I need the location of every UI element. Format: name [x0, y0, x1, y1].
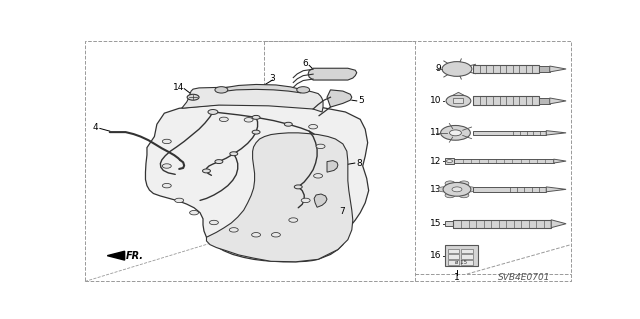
- Bar: [454, 159, 554, 163]
- Circle shape: [230, 152, 237, 156]
- Circle shape: [252, 115, 260, 119]
- Text: 14: 14: [173, 83, 184, 92]
- Text: SVB4E0701: SVB4E0701: [498, 272, 550, 282]
- Text: 5: 5: [359, 96, 365, 105]
- Bar: [454, 220, 551, 228]
- Bar: [539, 66, 550, 72]
- Bar: [447, 260, 460, 264]
- Circle shape: [466, 187, 476, 192]
- Polygon shape: [308, 68, 356, 80]
- Circle shape: [208, 109, 218, 115]
- Circle shape: [445, 193, 455, 198]
- Circle shape: [229, 228, 238, 232]
- Polygon shape: [182, 87, 323, 112]
- Circle shape: [189, 211, 198, 215]
- Bar: [445, 158, 454, 164]
- Bar: [445, 221, 454, 226]
- Polygon shape: [551, 220, 566, 228]
- Circle shape: [308, 124, 317, 129]
- Circle shape: [163, 183, 172, 188]
- Text: 3: 3: [269, 74, 275, 83]
- Circle shape: [438, 187, 448, 192]
- Text: ø 15: ø 15: [456, 259, 467, 264]
- Circle shape: [446, 95, 471, 107]
- Polygon shape: [327, 90, 352, 107]
- Circle shape: [252, 233, 260, 237]
- Circle shape: [252, 130, 260, 134]
- Text: 11: 11: [429, 128, 441, 137]
- Circle shape: [244, 118, 253, 122]
- Polygon shape: [550, 66, 566, 72]
- Text: 6: 6: [303, 59, 308, 68]
- Polygon shape: [314, 194, 327, 207]
- Text: 7: 7: [339, 207, 345, 216]
- Circle shape: [443, 182, 471, 196]
- Bar: [447, 255, 460, 259]
- Text: 4: 4: [93, 123, 99, 132]
- Text: 16: 16: [429, 251, 441, 260]
- Circle shape: [163, 164, 172, 168]
- Polygon shape: [550, 98, 566, 104]
- Bar: [474, 96, 539, 105]
- Circle shape: [442, 62, 472, 76]
- Circle shape: [452, 187, 462, 192]
- Text: 1: 1: [454, 273, 460, 282]
- Circle shape: [289, 218, 298, 222]
- Circle shape: [301, 198, 310, 203]
- Polygon shape: [108, 251, 125, 260]
- Polygon shape: [145, 103, 369, 262]
- Text: 15: 15: [429, 219, 441, 228]
- Bar: [474, 131, 547, 135]
- Circle shape: [187, 94, 199, 100]
- Polygon shape: [554, 159, 566, 163]
- Text: FR.: FR.: [126, 251, 144, 261]
- Bar: [474, 187, 547, 192]
- Circle shape: [459, 181, 469, 186]
- Circle shape: [447, 160, 452, 163]
- Text: 9: 9: [435, 64, 441, 73]
- Text: 10: 10: [429, 96, 441, 105]
- Bar: [461, 249, 474, 253]
- Circle shape: [284, 122, 292, 126]
- Bar: [474, 64, 539, 73]
- Bar: [454, 99, 463, 103]
- Bar: [445, 245, 478, 266]
- Circle shape: [316, 144, 325, 149]
- Circle shape: [449, 130, 461, 136]
- Polygon shape: [547, 187, 566, 192]
- Bar: [447, 249, 460, 253]
- Bar: [539, 98, 550, 104]
- Circle shape: [445, 181, 455, 186]
- Circle shape: [297, 87, 310, 93]
- Circle shape: [202, 169, 211, 173]
- Circle shape: [215, 87, 228, 93]
- Text: 13: 13: [429, 185, 441, 194]
- Circle shape: [163, 139, 172, 144]
- Circle shape: [209, 220, 218, 225]
- Polygon shape: [452, 92, 465, 95]
- Circle shape: [220, 117, 228, 122]
- Circle shape: [459, 193, 469, 198]
- Polygon shape: [327, 160, 338, 172]
- Polygon shape: [547, 131, 566, 135]
- Text: 12: 12: [429, 157, 441, 166]
- Circle shape: [294, 185, 302, 189]
- Polygon shape: [221, 85, 303, 93]
- Circle shape: [271, 233, 280, 237]
- Bar: [461, 255, 474, 259]
- Circle shape: [175, 198, 184, 203]
- Circle shape: [215, 160, 223, 164]
- Circle shape: [314, 174, 323, 178]
- Polygon shape: [207, 133, 353, 262]
- Text: 8: 8: [356, 159, 362, 167]
- Circle shape: [440, 125, 470, 140]
- Bar: [461, 260, 474, 264]
